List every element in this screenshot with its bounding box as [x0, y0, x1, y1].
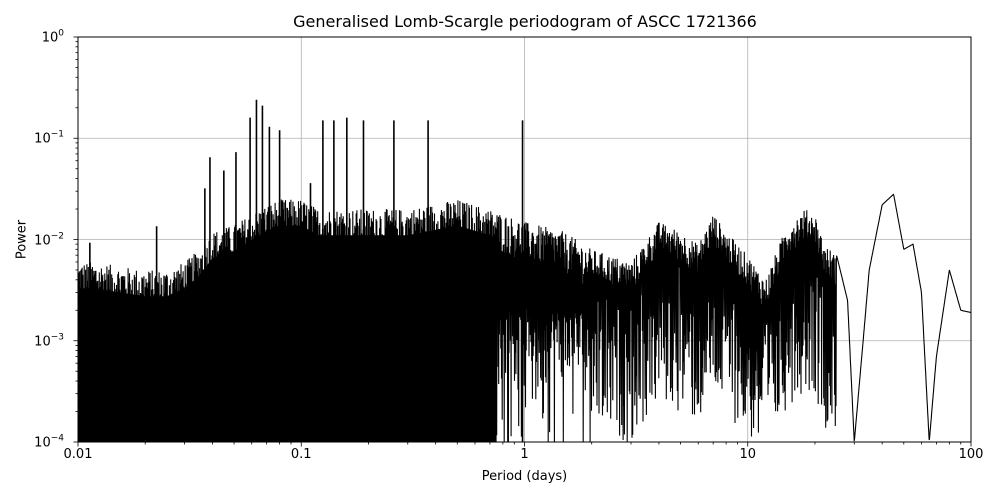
x-tick-label: 1	[520, 447, 529, 462]
x-tick-label: 10	[739, 447, 757, 462]
x-tick-label: 0.01	[63, 447, 93, 462]
y-tick-label: 10−4	[34, 433, 64, 451]
dense-region-fill	[78, 225, 497, 442]
y-tick-label: 10−1	[34, 129, 64, 147]
y-tick-label: 100	[41, 28, 64, 46]
x-axis-label: Period (days)	[481, 469, 568, 484]
y-tick-label: 10−3	[34, 332, 64, 350]
y-tick-label: 10−2	[34, 231, 64, 248]
x-tick-label: 0.1	[290, 447, 312, 462]
x-tick-label: 100	[958, 447, 984, 462]
chart-title: Generalised Lomb-Scargle periodogram of …	[293, 12, 757, 31]
